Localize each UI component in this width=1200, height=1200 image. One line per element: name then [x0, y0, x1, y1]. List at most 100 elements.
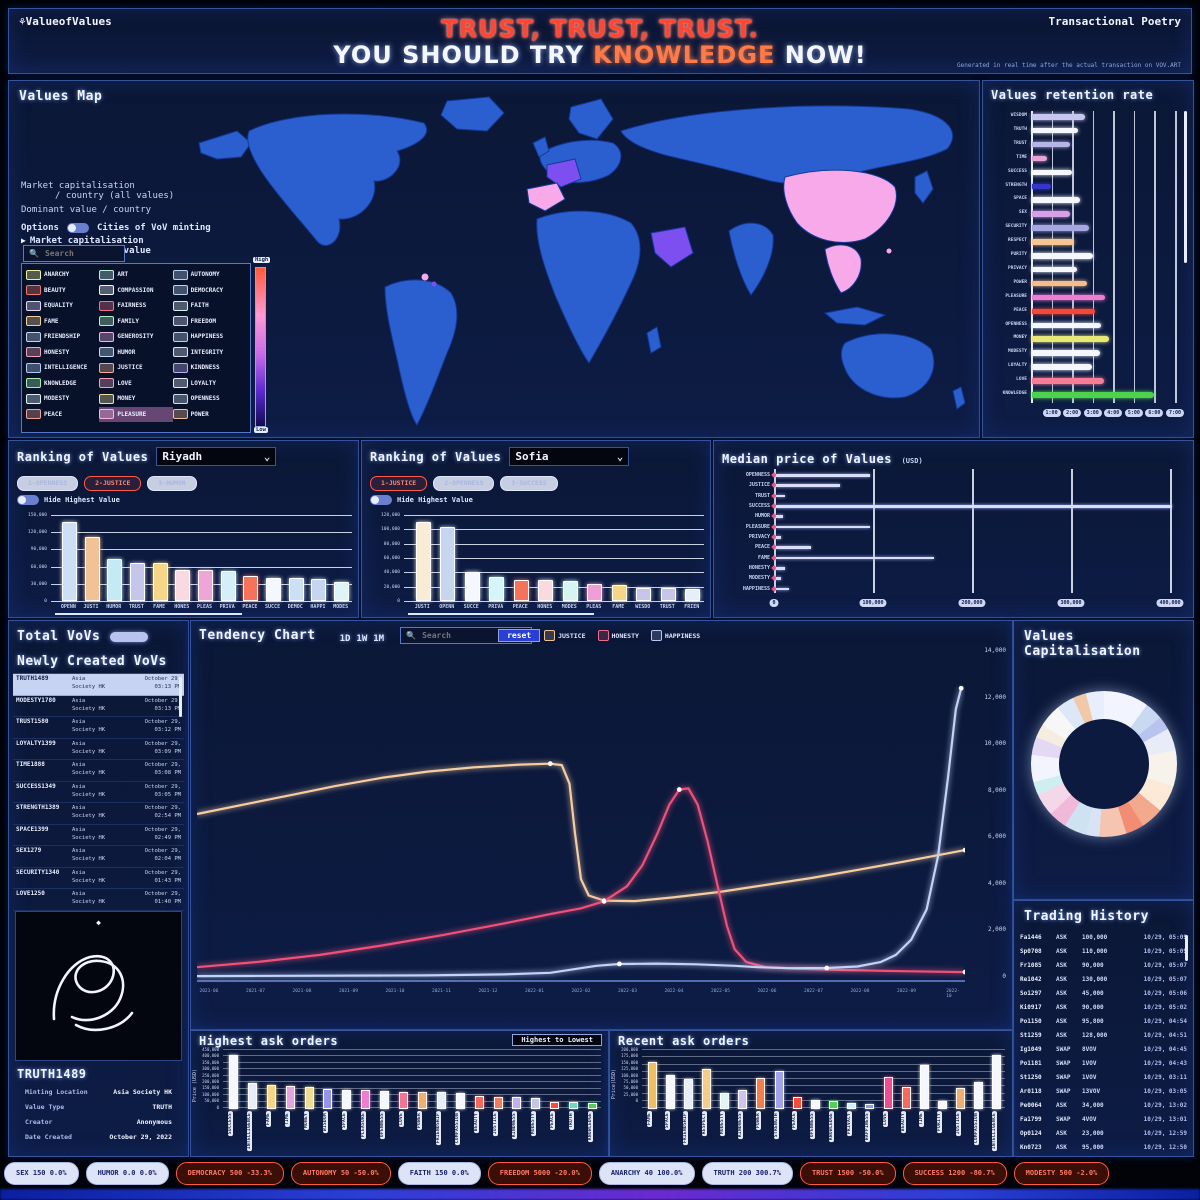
newly-created-row[interactable]: LOVE1250 Asia Society HK October 29, 01:40 P…: [13, 889, 184, 911]
ask-bar-power[interactable]: [756, 1078, 766, 1109]
tendency-search[interactable]: 🔍 reset: [400, 627, 541, 644]
ticker-chip-humor[interactable]: HUMOR 0.0 0.0%: [85, 1161, 169, 1185]
median-bar-peace[interactable]: [776, 546, 811, 549]
ranking-bar-trust[interactable]: [129, 562, 145, 601]
suriname-dot[interactable]: [431, 281, 437, 287]
ranking-bar-justi[interactable]: [84, 537, 100, 601]
retention-bar[interactable]: [1032, 294, 1106, 301]
ranking-bar-fame[interactable]: [152, 563, 168, 601]
range-button-1d[interactable]: 1D: [339, 634, 351, 644]
hide-highest-toggle[interactable]: [17, 494, 39, 505]
ranking-bar-succe[interactable]: [464, 572, 480, 601]
ask-bar-time[interactable]: [285, 1086, 295, 1109]
retention-bar[interactable]: [1032, 169, 1073, 176]
legend-item-art[interactable]: ART: [99, 267, 172, 283]
legend-item-compassion[interactable]: COMPASSION: [99, 283, 172, 299]
mode-market-cap-all[interactable]: Market capitalisation / country (all val…: [21, 181, 175, 201]
legend-chip-honesty[interactable]: HONESTY: [597, 630, 639, 641]
rank-badge-1-openness[interactable]: 1-OPENNESS: [17, 475, 79, 491]
total-vovs-pill[interactable]: [110, 631, 149, 642]
legend-item-autonomy[interactable]: AUTONOMY: [172, 267, 246, 283]
ask-bar-truth[interactable]: [569, 1102, 579, 1109]
ask-bar-kindness[interactable]: [738, 1089, 748, 1109]
legend-item-intelligence[interactable]: INTELLIGENCE: [26, 360, 99, 376]
rank-badge-2-justice[interactable]: 2-JUSTICE: [84, 475, 142, 491]
retention-bar[interactable]: [1032, 392, 1155, 398]
retention-bar[interactable]: [1032, 197, 1081, 203]
ranking-bar-fame[interactable]: [611, 585, 627, 601]
legend-item-family[interactable]: FAMILY: [99, 314, 172, 330]
legend-item-anarchy[interactable]: ANARCHY: [26, 267, 99, 283]
world-map[interactable]: [189, 91, 973, 431]
ranking-bar-wisdo[interactable]: [636, 588, 652, 601]
retention-bar[interactable]: [1032, 183, 1051, 190]
ticker-chip-truth[interactable]: TRUTH 200 300.7%: [701, 1161, 793, 1185]
ask-bar-kindness[interactable]: [512, 1097, 522, 1109]
median-bar-trust[interactable]: [776, 494, 785, 498]
philippines-dot[interactable]: [886, 248, 892, 254]
ask-bar-fame[interactable]: [266, 1085, 276, 1109]
ask-bar-intelligence[interactable]: [992, 1054, 1002, 1109]
ranking-bar-openn[interactable]: [61, 521, 77, 601]
ranking-bar-modes[interactable]: [334, 581, 350, 601]
median-bar-success[interactable]: [776, 505, 1172, 508]
ask-bar-justice[interactable]: [493, 1096, 503, 1109]
ask-bar-knowledge[interactable]: [829, 1100, 839, 1109]
legend-item-faith[interactable]: FAITH: [172, 298, 246, 314]
retention-bar[interactable]: [1032, 350, 1100, 356]
ticker-chip-autonomy[interactable]: AUTONOMY 50 -50.0%: [290, 1161, 391, 1185]
legend-item-love[interactable]: LOVE: [99, 376, 172, 392]
hide-highest-toggle[interactable]: [370, 494, 392, 505]
legend-item-friendship[interactable]: FRIENDSHIP: [26, 329, 99, 345]
ticker-chip-sex[interactable]: SEX 150 0.0%: [4, 1161, 79, 1185]
ask-bar-purity[interactable]: [937, 1101, 947, 1109]
tendency-line-justice[interactable]: [196, 762, 966, 903]
newly-created-row[interactable]: TRUTH1489 Asia Society HK October 29, 03:13 …: [13, 674, 184, 696]
cities-toggle[interactable]: [66, 223, 89, 233]
legend-item-equality[interactable]: EQUALITY: [26, 298, 99, 314]
sort-order-button[interactable]: Highest to Lowest: [512, 1034, 602, 1046]
ranking-bar-pleas[interactable]: [587, 583, 603, 601]
median-bar-fame[interactable]: [776, 556, 935, 560]
legend-item-loyalty[interactable]: LOYALTY: [172, 376, 246, 392]
ranking-bar-justi[interactable]: [415, 521, 431, 601]
ask-bar-happiness[interactable]: [865, 1103, 875, 1109]
ask-bar-love[interactable]: [883, 1076, 893, 1109]
retention-bar[interactable]: [1032, 364, 1092, 370]
ranking-bar-hones[interactable]: [538, 580, 554, 601]
retention-bar[interactable]: [1032, 336, 1110, 342]
reset-button[interactable]: reset: [498, 629, 541, 642]
retention-bar[interactable]: [1032, 114, 1086, 120]
legend-item-beauty[interactable]: BEAUTY: [26, 283, 99, 299]
newly-created-row[interactable]: SECURITY1340 Asia Society HK October 29, 01:…: [13, 868, 184, 889]
ask-bar-time[interactable]: [919, 1064, 929, 1109]
ask-bar-respect[interactable]: [702, 1069, 712, 1109]
ask-bar-peace[interactable]: [550, 1101, 560, 1109]
ask-bar-strength[interactable]: [774, 1070, 784, 1109]
range-button-1w[interactable]: 1W: [356, 634, 368, 644]
retention-bar[interactable]: [1032, 308, 1095, 315]
ask-bar-modesty[interactable]: [531, 1097, 541, 1109]
legend-item-modesty[interactable]: MODESTY: [26, 391, 99, 407]
ticker-chip-modesty[interactable]: MODESTY 500 -2.0%: [1013, 1161, 1110, 1185]
retention-bar[interactable]: [1032, 322, 1101, 329]
ask-bar-space[interactable]: [342, 1089, 352, 1109]
newly-list-scrollbar[interactable]: [179, 677, 182, 717]
retention-bar[interactable]: [1032, 239, 1075, 245]
legend-item-knowledge[interactable]: KNOWLEDGE: [26, 376, 99, 392]
legend-item-democracy[interactable]: DEMOCRACY: [172, 283, 246, 299]
trading-scrollbar[interactable]: [1185, 935, 1188, 961]
ranking-bar-hones[interactable]: [175, 569, 191, 601]
ask-bar-intelligence[interactable]: [247, 1082, 257, 1109]
ask-bar-openness[interactable]: [810, 1099, 820, 1109]
legend-item-kindness[interactable]: KINDNESS: [172, 360, 246, 376]
median-bar-humor[interactable]: [776, 515, 783, 518]
city-dropdown[interactable]: Riyadh ⌄: [156, 447, 277, 466]
ask-bar-peace[interactable]: [792, 1096, 802, 1109]
newly-created-row[interactable]: SEX1279 Asia Society HK October 29, 02:04 PM: [13, 846, 184, 868]
saudi-arabia-highlight[interactable]: [650, 226, 694, 268]
ranking-bar-pleas[interactable]: [198, 570, 213, 601]
guyana-dot[interactable]: [421, 273, 429, 281]
ticker-chip-success[interactable]: SUCCESS 1200 -80.7%: [902, 1161, 1007, 1185]
ranking-bar-peace[interactable]: [513, 579, 529, 601]
